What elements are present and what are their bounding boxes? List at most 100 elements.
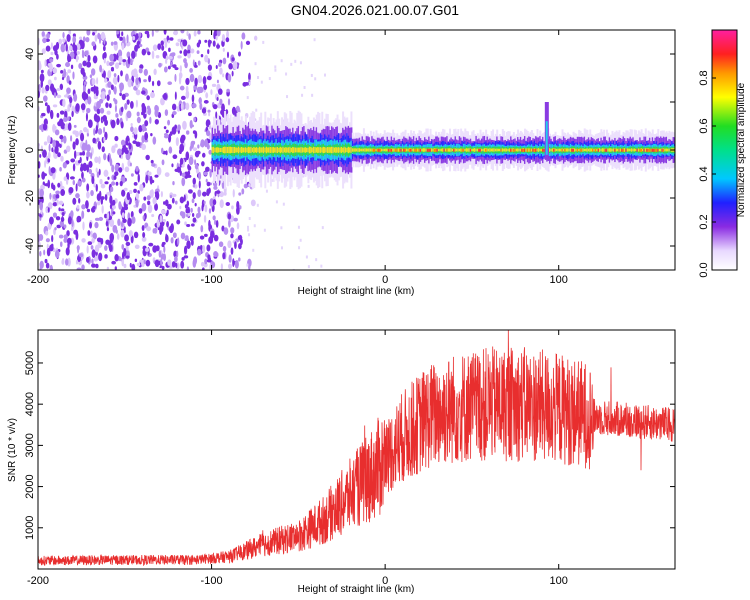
- noise-speck: [253, 35, 258, 41]
- noise-speck: [135, 99, 138, 108]
- noise-speck: [141, 236, 147, 242]
- noise-speck: [156, 166, 162, 176]
- noise-speck: [108, 61, 113, 67]
- signal-cell: [292, 146, 295, 154]
- noise-speck: [171, 197, 175, 204]
- noise-speck: [209, 198, 214, 207]
- noise-speck: [190, 239, 194, 246]
- noise-speck: [69, 176, 75, 180]
- signal-cell: [486, 148, 489, 152]
- noise-speck: [228, 219, 231, 228]
- noise-speck: [228, 254, 232, 263]
- signal-cell: [282, 146, 285, 154]
- signal-peak: [625, 148, 628, 152]
- noise-speck: [78, 197, 81, 204]
- noise-speck: [81, 177, 86, 183]
- noise-speck: [52, 201, 58, 207]
- signal-cell: [425, 148, 428, 152]
- noise-speck: [194, 61, 197, 68]
- noise-speck: [42, 173, 47, 177]
- noise-speck: [114, 171, 119, 177]
- noise-speck: [114, 104, 117, 113]
- noise-speck: [76, 267, 82, 270]
- signal-peak: [478, 148, 481, 152]
- signal-cell: [243, 147, 246, 153]
- noise-speck: [41, 112, 46, 117]
- signal-cell: [218, 147, 221, 153]
- noise-speck: [191, 198, 195, 204]
- noise-speck: [205, 92, 209, 99]
- noise-speck: [154, 30, 159, 33]
- noise-speck: [167, 65, 171, 70]
- noise-speck: [49, 58, 54, 63]
- snr-axes: -200 -100 0 100 1000 2000 3000 4000 5000: [24, 330, 675, 587]
- noise-speck: [87, 96, 92, 105]
- noise-speck: [86, 107, 91, 114]
- noise-speck: [203, 171, 208, 176]
- noise-speck: [173, 250, 178, 258]
- signal-peak: [426, 148, 429, 152]
- noise-speck: [203, 84, 208, 90]
- signal-cell: [501, 148, 504, 152]
- noise-speck: [208, 112, 211, 117]
- noise-speck: [154, 203, 159, 211]
- signal-peak: [604, 148, 607, 152]
- noise-speck: [63, 68, 67, 78]
- noise-speck: [42, 149, 47, 158]
- y-tick-label: -40: [24, 238, 36, 254]
- noise-speck: [139, 43, 143, 48]
- noise-speck: [63, 116, 68, 122]
- noise-speck: [181, 257, 185, 261]
- noise-speck: [91, 263, 96, 268]
- noise-speck: [143, 68, 148, 76]
- signal-cell: [383, 148, 386, 152]
- noise-speck: [199, 244, 203, 251]
- signal-cell: [511, 148, 514, 152]
- noise-speck: [210, 230, 215, 239]
- noise-speck: [246, 263, 249, 267]
- noise-speck: [207, 39, 211, 48]
- noise-speck: [238, 51, 242, 57]
- noise-speck: [149, 175, 153, 185]
- noise-speck: [133, 231, 139, 239]
- signal-cell: [586, 148, 589, 152]
- noise-speck: [208, 236, 213, 244]
- noise-speck: [129, 162, 132, 167]
- signal-cell: [590, 148, 593, 152]
- signal-cell: [329, 147, 332, 153]
- noise-speck: [39, 250, 42, 257]
- noise-speck: [245, 40, 251, 46]
- noise-speck: [234, 241, 237, 249]
- noise-speck: [172, 232, 177, 239]
- noise-speck: [61, 211, 65, 216]
- noise-speck: [152, 196, 157, 205]
- noise-speck: [98, 216, 104, 222]
- noise-speck: [194, 159, 197, 166]
- noise-speck: [171, 193, 177, 198]
- noise-speck: [107, 154, 110, 162]
- noise-speck: [98, 252, 103, 262]
- noise-speck: [147, 204, 153, 214]
- noise-speck: [192, 217, 197, 223]
- noise-speck: [93, 113, 98, 122]
- noise-speck: [243, 183, 248, 189]
- noise-speck: [198, 180, 201, 189]
- noise-speck: [150, 91, 155, 99]
- noise-speck: [121, 212, 125, 219]
- noise-speck: [68, 30, 72, 35]
- noise-speck: [206, 130, 211, 137]
- signal-cell: [262, 146, 265, 154]
- y-tick-label: 40: [24, 48, 36, 60]
- noise-speck: [192, 184, 196, 188]
- noise-speck: [122, 218, 127, 223]
- signal-peak: [512, 148, 515, 152]
- signal-cell: [528, 148, 531, 152]
- signal-peak: [605, 148, 608, 152]
- noise-speck: [106, 266, 110, 270]
- noise-speck: [76, 217, 80, 223]
- noise-speck: [88, 160, 93, 168]
- noise-speck: [141, 90, 146, 95]
- signal-cell: [361, 148, 364, 152]
- noise-speck: [215, 111, 218, 119]
- noise-speck: [116, 233, 120, 240]
